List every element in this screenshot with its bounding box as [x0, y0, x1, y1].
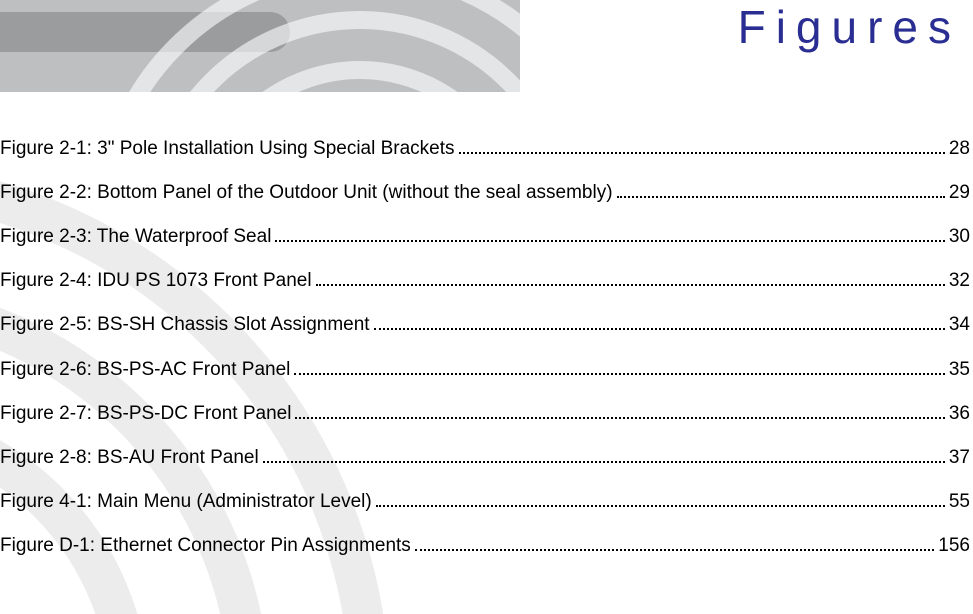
header-arcs-icon	[0, 0, 520, 92]
header-graphic	[0, 0, 520, 92]
toc-row: Figure 2-2: Bottom Panel of the Outdoor …	[0, 179, 970, 204]
toc-label: Figure 2-1: 3" Pole Installation Using S…	[0, 138, 455, 160]
page-title: Figures	[531, 0, 961, 54]
toc-page-number: 36	[949, 403, 970, 425]
toc-label: Figure 2-8: BS-AU Front Panel	[0, 447, 259, 469]
toc-row: Figure 2-1: 3" Pole Installation Using S…	[0, 135, 970, 160]
toc-page-number: 30	[949, 226, 970, 248]
toc-leader-dots	[617, 179, 945, 198]
toc-leader-dots	[374, 311, 945, 330]
toc-label: Figure 2-4: IDU PS 1073 Front Panel	[0, 270, 312, 292]
toc-leader-dots	[295, 400, 944, 419]
toc-row: Figure 2-3: The Waterproof Seal 30	[0, 223, 970, 248]
toc-row: Figure 2-4: IDU PS 1073 Front Panel 32	[0, 267, 970, 292]
toc-leader-dots	[376, 488, 945, 507]
toc-page-number: 37	[949, 447, 970, 469]
toc-label: Figure 4-1: Main Menu (Administrator Lev…	[0, 491, 372, 513]
toc-label: Figure D-1: Ethernet Connector Pin Assig…	[0, 535, 411, 557]
toc-leader-dots	[316, 267, 945, 286]
toc-row: Figure 4-1: Main Menu (Administrator Lev…	[0, 488, 970, 513]
toc-row: Figure 2-7: BS-PS-DC Front Panel 36	[0, 400, 970, 425]
toc-page-number: 32	[949, 270, 970, 292]
toc-page-number: 34	[949, 314, 970, 336]
toc-label: Figure 2-7: BS-PS-DC Front Panel	[0, 403, 291, 425]
toc-label: Figure 2-2: Bottom Panel of the Outdoor …	[0, 182, 613, 204]
toc-label: Figure 2-3: The Waterproof Seal	[0, 226, 271, 248]
figures-list: Figure 2-1: 3" Pole Installation Using S…	[0, 135, 970, 576]
toc-row: Figure 2-6: BS-PS-AC Front Panel 35	[0, 355, 970, 380]
toc-leader-dots	[294, 355, 944, 374]
toc-label: Figure 2-6: BS-PS-AC Front Panel	[0, 359, 290, 381]
toc-page-number: 28	[949, 138, 970, 160]
toc-row: Figure 2-8: BS-AU Front Panel 37	[0, 444, 970, 469]
toc-leader-dots	[275, 223, 944, 242]
toc-row: Figure D-1: Ethernet Connector Pin Assig…	[0, 532, 970, 557]
toc-leader-dots	[263, 444, 945, 463]
toc-page-number: 35	[949, 359, 970, 381]
toc-page-number: 29	[949, 182, 970, 204]
toc-label: Figure 2-5: BS-SH Chassis Slot Assignmen…	[0, 314, 370, 336]
toc-page-number: 156	[938, 535, 970, 557]
toc-row: Figure 2-5: BS-SH Chassis Slot Assignmen…	[0, 311, 970, 336]
toc-leader-dots	[415, 532, 934, 551]
toc-page-number: 55	[949, 491, 970, 513]
toc-leader-dots	[459, 135, 945, 154]
